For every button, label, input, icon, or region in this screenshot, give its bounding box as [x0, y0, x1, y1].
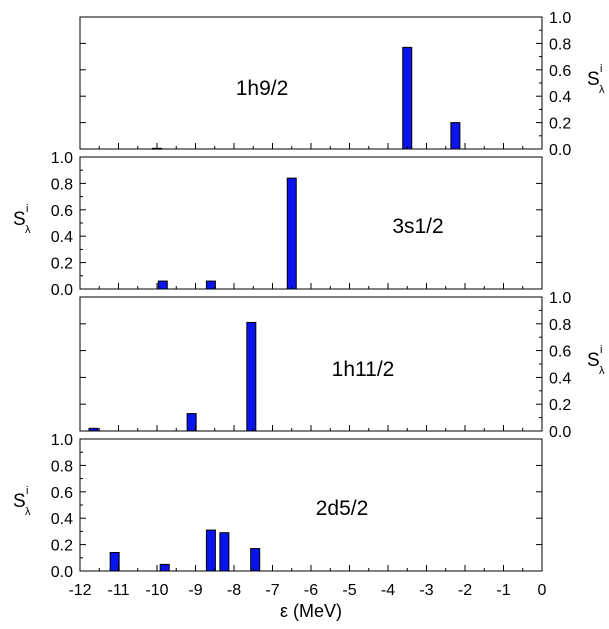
panel-label: 1h11/2: [332, 358, 395, 381]
y-tick-label: 0.0: [51, 282, 73, 299]
bar-panel-4-5: [250, 548, 261, 572]
y-axis-label-superscript: i: [600, 344, 602, 356]
y-tick-label: 0.4: [549, 89, 571, 106]
y-tick-label: 0.6: [549, 63, 571, 80]
y-tick-label: 0.8: [51, 458, 73, 475]
bar-panel-3-3: [246, 321, 257, 432]
x-tick-label: -4: [381, 582, 395, 599]
y-tick-label: 0.4: [51, 511, 73, 528]
bar-panel-1-3: [450, 122, 461, 150]
y-tick-label: 0.6: [51, 485, 73, 502]
panel-2: 0.0 0.2 0.4 0.6 0.8 1.0 S iλ 3s1/2: [13, 150, 543, 299]
y-axis-label: S: [587, 69, 600, 90]
y-axis-label-superscript: i: [26, 485, 28, 497]
y-axis-label-subscript: λ: [599, 365, 605, 377]
bar-panel-1-2: [402, 46, 413, 150]
y-tick-label: 0.2: [51, 256, 73, 273]
y-tick-label: 0.0: [549, 142, 571, 159]
y-tick-label: 0.8: [51, 176, 73, 193]
y-tick-label: 1.0: [51, 432, 73, 449]
y-tick-label: 1.0: [549, 10, 571, 27]
bar-panel-2-1: [157, 280, 168, 290]
x-tick-label: -9: [188, 582, 202, 599]
x-tick-label: -5: [342, 582, 356, 599]
y-tick-label: 0.8: [549, 317, 571, 334]
y-tick-label: 0.6: [51, 203, 73, 220]
x-tick-label: -8: [227, 582, 241, 599]
x-axis-label: ε (MeV): [280, 601, 342, 621]
x-tick-label: -2: [458, 582, 472, 599]
y-tick-label: 0.6: [549, 344, 571, 361]
bar-panel-4-1: [109, 552, 120, 572]
y-axis-label-subscript: λ: [25, 224, 31, 236]
panel-label: 3s1/2: [392, 215, 443, 238]
panel-label: 2d5/2: [316, 497, 369, 520]
plot-frame: [79, 438, 543, 572]
bar-panel-2-2: [205, 280, 216, 290]
y-axis-label: S: [587, 350, 600, 371]
x-tick-label: -12: [68, 582, 91, 599]
panel-label: 1h9/2: [236, 77, 289, 100]
y-tick-label: 0.2: [549, 116, 571, 133]
bar-panel-4-2: [159, 563, 170, 572]
y-tick-label: 0.0: [549, 424, 571, 441]
y-tick-label: 0.0: [51, 564, 73, 581]
y-tick-label: 1.0: [549, 290, 571, 307]
y-tick-label: 0.8: [549, 36, 571, 53]
y-axis-label: S: [13, 491, 26, 512]
panel-4: 0.00.20.40.60.81.0S iλ 2d5/2-12 -11 -10 -9 -8-…: [13, 432, 547, 621]
y-tick-label: 0.2: [51, 538, 73, 555]
y-axis-label: S: [13, 209, 26, 230]
x-tick-label: -6: [304, 582, 318, 599]
plot-frame: [79, 156, 543, 290]
x-tick-label: 0: [538, 582, 547, 599]
bar-panel-4-3: [205, 529, 216, 572]
x-tick-label: -1: [496, 582, 510, 599]
y-tick-label: 0.4: [549, 370, 571, 387]
plot-frame: [79, 296, 543, 432]
y-tick-label: 0.4: [51, 229, 73, 246]
y-axis-label-subscript: λ: [25, 506, 31, 518]
bar-panel-3-2: [186, 413, 197, 432]
x-tick-label: -7: [265, 582, 279, 599]
x-tick-label: -3: [419, 582, 433, 599]
x-tick-label: -10: [145, 582, 168, 599]
panel-1: 0.0 0.2 0.4 0.6 0.8 1.0 S iλ 1h9/2: [79, 10, 605, 159]
y-tick-label: 0.2: [549, 397, 571, 414]
plot-frame: [79, 16, 543, 150]
panel-3: 0.0 0.2 0.4 0.6 0.8 1.0 S iλ 1h11/2: [79, 290, 605, 441]
y-axis-label-superscript: i: [600, 63, 602, 75]
y-axis-label-superscript: i: [26, 203, 28, 215]
y-tick-label: 1.0: [51, 150, 73, 167]
y-axis-label-subscript: λ: [599, 84, 605, 96]
bar-panel-4-4: [219, 532, 230, 572]
bar-panel-2-3: [286, 177, 297, 290]
x-tick-label: -11: [108, 582, 130, 599]
